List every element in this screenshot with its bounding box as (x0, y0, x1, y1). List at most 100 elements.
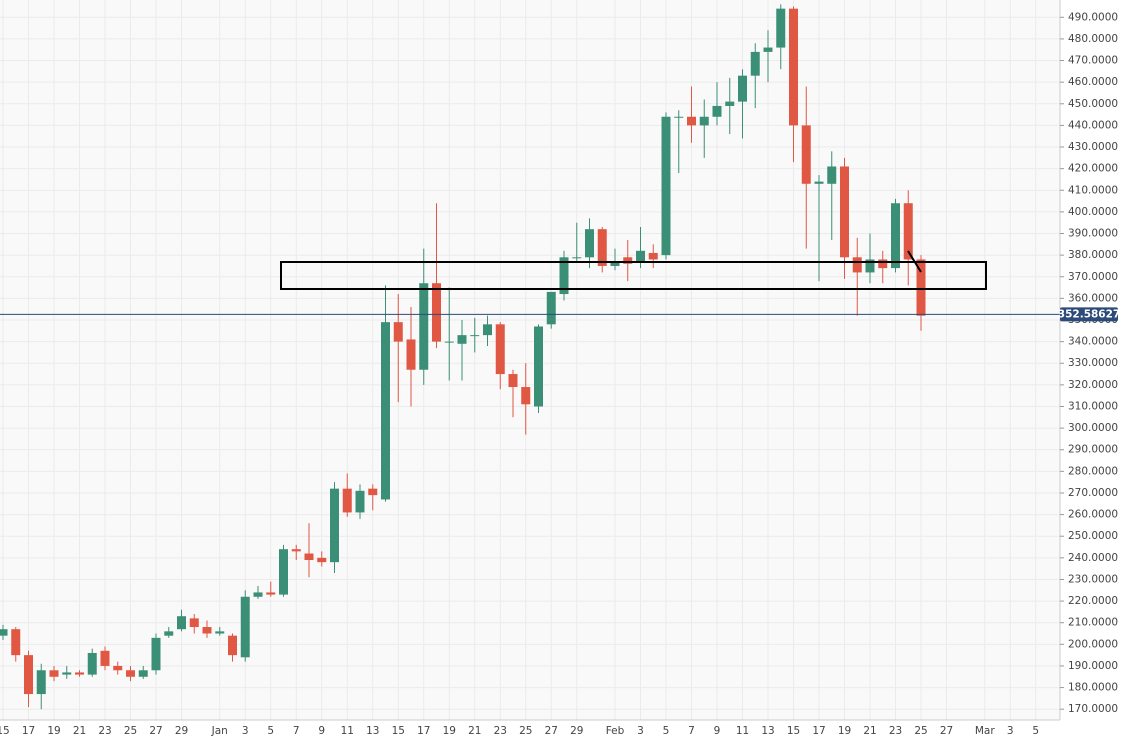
x-tick-label: 21 (863, 725, 876, 737)
candle-body (878, 259, 888, 269)
x-tick-label: 25 (519, 725, 532, 737)
candle-body (266, 592, 276, 595)
x-tick-label: 3 (637, 725, 644, 737)
candle-body (393, 322, 403, 342)
candle-body (215, 631, 225, 634)
x-tick-label: 13 (761, 725, 774, 737)
candle-body (648, 252, 658, 260)
candle-body (177, 616, 186, 630)
x-tick-label: 19 (443, 725, 456, 737)
x-tick-label: Jan (211, 725, 228, 737)
x-tick-label: 5 (1032, 725, 1039, 737)
y-tick-label: 380.0000 (1068, 249, 1118, 261)
x-tick-label: 21 (73, 725, 86, 737)
y-tick-label: 420.0000 (1068, 163, 1118, 175)
y-tick-label: 320.0000 (1068, 379, 1118, 391)
y-tick-label: 300.0000 (1068, 422, 1118, 434)
x-tick-label: 3 (1007, 725, 1014, 737)
candle-body (585, 229, 594, 258)
y-tick-label: 250.0000 (1068, 530, 1118, 542)
candle-body (725, 101, 735, 106)
candle-body (801, 125, 811, 184)
candle-body (750, 51, 760, 76)
x-tick-label: 7 (688, 725, 695, 737)
y-tick-label: 260.0000 (1068, 509, 1118, 521)
candle-body (712, 105, 722, 117)
candle-body (0, 629, 8, 636)
x-tick-label: 13 (366, 725, 379, 737)
x-tick-label: 11 (341, 725, 354, 737)
candle-body (483, 324, 492, 336)
candles (0, 4, 1060, 710)
candle-body (164, 631, 174, 636)
x-tick-label: 15 (392, 725, 405, 737)
x-tick-label: 19 (47, 725, 60, 737)
y-tick-label: 230.0000 (1068, 573, 1118, 585)
y-tick-label: 190.0000 (1068, 660, 1118, 672)
x-tick-label: 19 (838, 725, 851, 737)
candle-body (891, 203, 900, 269)
candle-body (406, 339, 416, 370)
candle-body (432, 283, 441, 342)
candle-body (534, 326, 543, 407)
x-tick-label: 9 (318, 725, 325, 737)
candle-body (228, 635, 237, 656)
candle-body (444, 341, 454, 343)
candle-body (342, 488, 352, 513)
x-tick-label: 29 (570, 725, 583, 737)
x-tick-label: 17 (812, 725, 825, 737)
candle-body (279, 549, 288, 595)
candle-body (75, 672, 84, 675)
annotation-line (907, 250, 922, 273)
candle-body (495, 324, 505, 375)
y-tick-label: 470.0000 (1068, 55, 1118, 67)
x-tick-label: 15 (787, 725, 800, 737)
x-tick-label: 27 (545, 725, 558, 737)
candle-body (572, 257, 582, 259)
candle-body (355, 490, 365, 513)
candle-body (291, 549, 301, 552)
x-tick-label: Feb (606, 725, 625, 737)
y-tick-label: 310.0000 (1068, 400, 1118, 412)
candle-body (623, 257, 633, 264)
x-tick-label: 9 (714, 725, 721, 737)
last-price-tag (1060, 307, 1118, 322)
candle-body (62, 672, 72, 675)
candle-body (113, 665, 123, 671)
candle-body (457, 335, 467, 344)
y-tick-label: 370.0000 (1068, 271, 1118, 283)
y-tick-label: 430.0000 (1068, 141, 1118, 153)
candle-body (852, 257, 862, 273)
candle-body (687, 116, 696, 126)
y-tick-label: 490.0000 (1068, 11, 1118, 23)
x-tick-label: 23 (889, 725, 902, 737)
candle-body (330, 488, 339, 563)
candle-body (699, 116, 709, 126)
y-tick-label: 410.0000 (1068, 184, 1118, 196)
y-tick-label: 270.0000 (1068, 487, 1118, 499)
candle-body (87, 652, 97, 675)
x-tick-label: 17 (22, 725, 35, 737)
y-tick-label: 460.0000 (1068, 76, 1118, 88)
y-tick-label: 440.0000 (1068, 119, 1118, 131)
y-tick-label: 240.0000 (1068, 552, 1118, 564)
x-tick-label: 3 (242, 725, 249, 737)
y-tick-label: 400.0000 (1068, 206, 1118, 218)
candle-body (11, 629, 21, 656)
axis-labels: 170.0000 180.0000 190.0000 200.0000 210.0000… (0, 11, 1120, 737)
candle-body (36, 670, 46, 695)
y-tick-label: 480.0000 (1068, 33, 1118, 45)
candle-body (304, 553, 314, 560)
candle-body (100, 650, 110, 666)
y-tick-label: 210.0000 (1068, 617, 1118, 629)
x-tick-label: 27 (940, 725, 953, 737)
candle-body (903, 203, 913, 260)
x-tick-label: 7 (293, 725, 300, 737)
y-tick-label: 180.0000 (1068, 682, 1118, 694)
candle-body (24, 655, 33, 695)
y-tick-label: 170.0000 (1068, 703, 1118, 715)
candle-body (738, 75, 747, 102)
y-tick-label: 290.0000 (1068, 444, 1118, 456)
y-tick-label: 220.0000 (1068, 595, 1118, 607)
